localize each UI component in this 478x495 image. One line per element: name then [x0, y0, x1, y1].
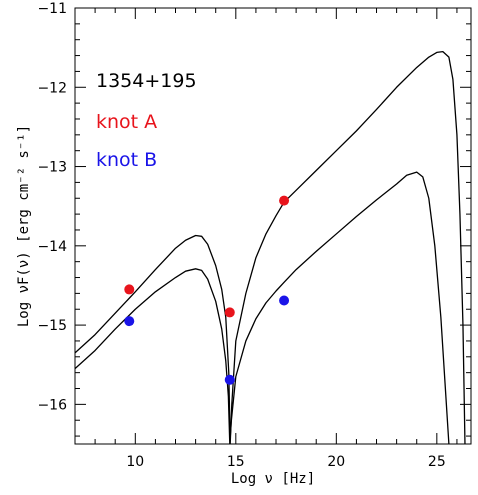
y-tick-label: −16 [37, 397, 67, 413]
x-axis-title: Log ν [Hz] [231, 471, 315, 487]
data-point-knot-b [124, 316, 135, 327]
data-point-knot-a [124, 284, 135, 295]
legend-title: 1354+195 [96, 70, 197, 92]
data-point-knot-b [224, 374, 235, 385]
x-tick-label: 20 [327, 454, 345, 470]
legend-knot-a: knot A [96, 111, 157, 133]
y-tick-label: −15 [37, 318, 67, 334]
plot-frame [74, 7, 472, 445]
y-axis-ticks: −16 −15 −14 −13 −12 −11 [37, 1, 471, 437]
x-axis-ticks: 10 15 20 25 [74, 8, 458, 470]
data-points [124, 195, 290, 385]
model-curve-knot-a [75, 50, 466, 444]
x-tick-label: 15 [227, 454, 245, 470]
data-point-knot-a [224, 307, 235, 318]
model-curves [75, 50, 466, 444]
x-tick-label: 25 [428, 454, 446, 470]
y-tick-label: −14 [37, 239, 67, 255]
data-point-knot-b [279, 295, 290, 306]
data-point-knot-a [279, 195, 290, 206]
legend-knot-b: knot B [96, 149, 157, 171]
y-tick-label: −12 [37, 80, 67, 96]
y-tick-label: −13 [37, 160, 67, 176]
y-axis-title: Log νF(ν) [erg cm⁻² s⁻¹] [16, 125, 32, 327]
model-curve-knot-b [75, 171, 450, 444]
y-tick-label: −11 [37, 1, 67, 17]
x-tick-label: 10 [126, 454, 144, 470]
